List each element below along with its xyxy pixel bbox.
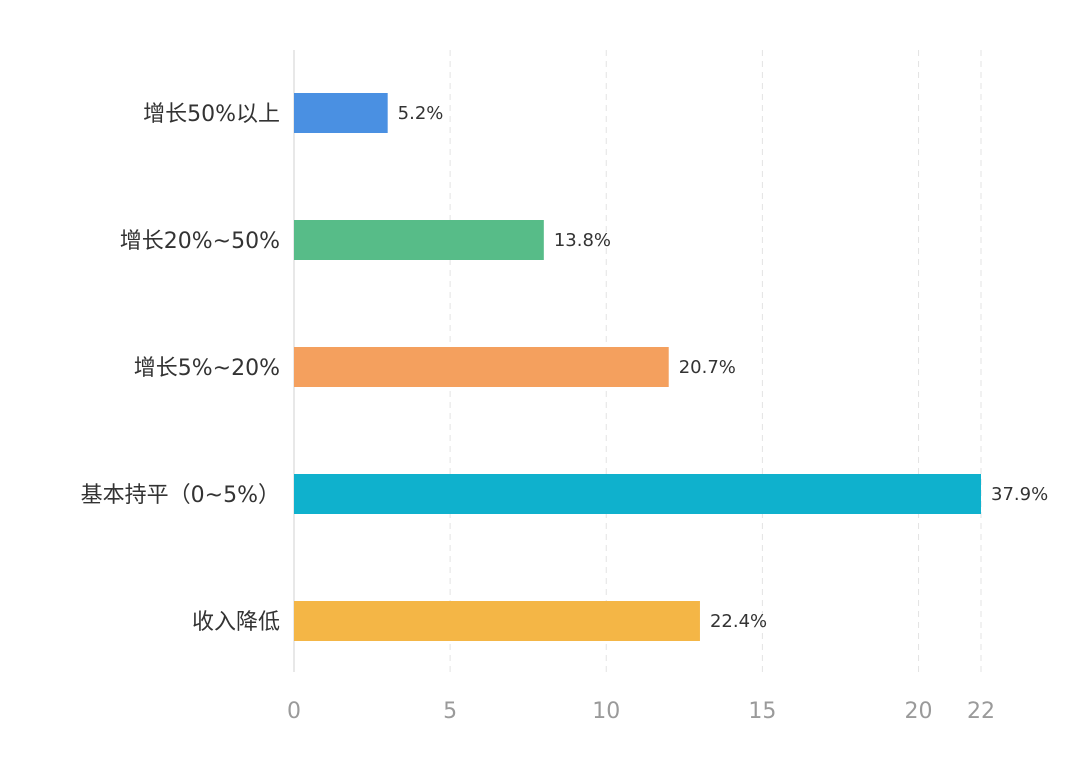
category-label: 基本持平（0~5%） bbox=[81, 483, 280, 508]
category-label: 收入降低 bbox=[192, 610, 280, 635]
bar bbox=[294, 93, 388, 133]
category-label: 增长5%~20% bbox=[134, 356, 280, 381]
x-tick-label: 0 bbox=[287, 699, 301, 724]
data-labels: 5.2% 13.8% 20.7% 37.9% 22.4% bbox=[398, 103, 1049, 632]
data-label: 22.4% bbox=[710, 611, 767, 632]
x-tick-label: 22 bbox=[967, 699, 995, 724]
x-tick-label: 5 bbox=[443, 699, 457, 724]
bar bbox=[294, 220, 544, 260]
data-label: 5.2% bbox=[398, 103, 444, 124]
x-tick-label: 15 bbox=[748, 699, 776, 724]
bar bbox=[294, 474, 981, 514]
category-label: 增长20%~50% bbox=[120, 229, 280, 254]
data-label: 13.8% bbox=[554, 230, 611, 251]
category-label: 增长50%以上 bbox=[143, 102, 280, 127]
bar bbox=[294, 347, 669, 387]
x-tick-label: 10 bbox=[592, 699, 620, 724]
data-label: 20.7% bbox=[679, 357, 736, 378]
x-tick-label: 20 bbox=[905, 699, 933, 724]
x-axis-ticks: 0 5 10 15 20 22 bbox=[287, 699, 995, 724]
data-label: 37.9% bbox=[991, 484, 1048, 505]
bar bbox=[294, 601, 700, 641]
bars bbox=[294, 93, 981, 641]
